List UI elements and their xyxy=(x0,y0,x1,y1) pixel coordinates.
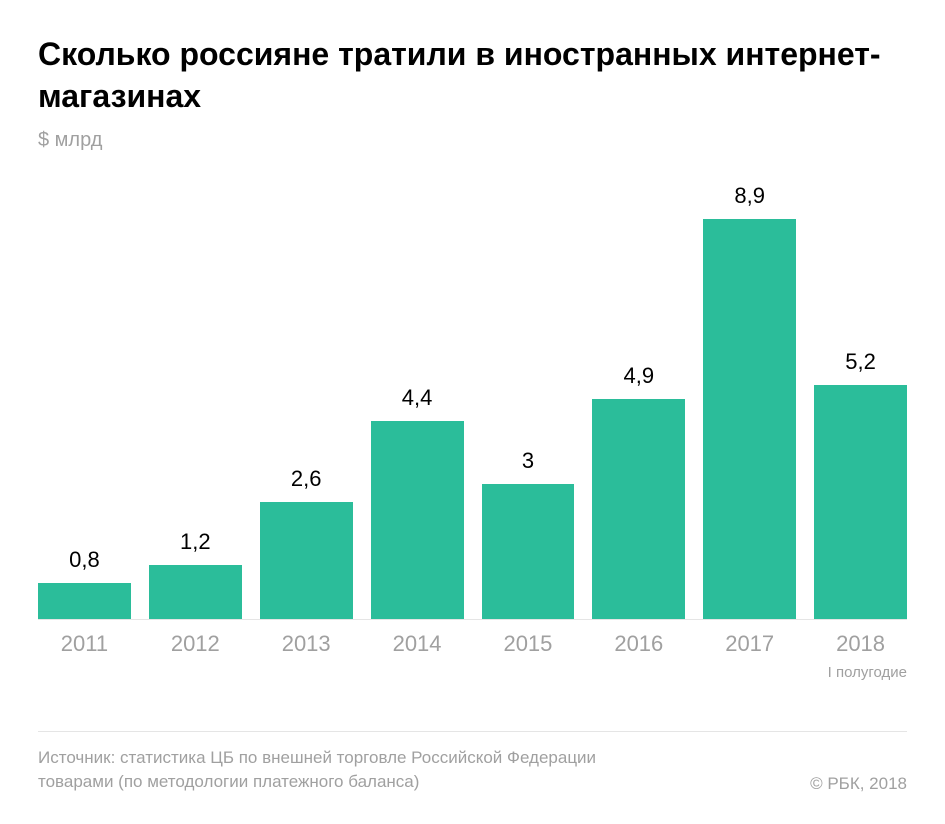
bar xyxy=(482,484,575,619)
bar-category-label: 2013 xyxy=(260,631,353,657)
bar-slot: 4,92016 xyxy=(592,180,685,619)
bar xyxy=(38,583,131,619)
chart-subtitle: $ млрд xyxy=(38,129,907,152)
bar-value-label: 4,4 xyxy=(402,385,433,411)
bar-slot: 32015 xyxy=(482,180,575,619)
bar-value-label: 2,6 xyxy=(291,466,322,492)
chart-area: 0,820111,220122,620134,42014320154,92016… xyxy=(38,180,907,700)
bar-category-label: 2016 xyxy=(592,631,685,657)
bar-value-label: 4,9 xyxy=(624,363,655,389)
bar xyxy=(592,399,685,619)
bar-category-label: 2014 xyxy=(371,631,464,657)
chart-plot: 0,820111,220122,620134,42014320154,92016… xyxy=(38,180,907,620)
bar-category-label: 2015 xyxy=(482,631,575,657)
bar-slot: 2,62013 xyxy=(260,180,353,619)
bar-category-label: 2011 xyxy=(38,631,131,657)
bar-slot: 5,22018I полугодие xyxy=(814,180,907,619)
bar xyxy=(814,385,907,619)
bar-value-label: 5,2 xyxy=(845,349,876,375)
bar-value-label: 1,2 xyxy=(180,529,211,555)
bar-category-label: 2012 xyxy=(149,631,242,657)
bar xyxy=(703,219,796,619)
chart-footer: Источник: статистика ЦБ по внешней торго… xyxy=(38,731,907,794)
bar-slot: 1,22012 xyxy=(149,180,242,619)
bar-slot: 8,92017 xyxy=(703,180,796,619)
bar-value-label: 3 xyxy=(522,448,534,474)
bar xyxy=(260,502,353,619)
source-text: Источник: статистика ЦБ по внешней торго… xyxy=(38,746,658,794)
bar-category-label: 2017 xyxy=(703,631,796,657)
bar-slot: 0,82011 xyxy=(38,180,131,619)
bar xyxy=(371,421,464,619)
bar-value-label: 0,8 xyxy=(69,547,100,573)
bar-slot: 4,42014 xyxy=(371,180,464,619)
bar-subcategory-label: I полугодие xyxy=(828,664,907,681)
copyright-text: © РБК, 2018 xyxy=(810,774,907,794)
bar xyxy=(149,565,242,619)
chart-title: Сколько россияне тратили в иностранных и… xyxy=(38,34,907,117)
bar-category-label: 2018 xyxy=(814,631,907,657)
bar-value-label: 8,9 xyxy=(734,183,765,209)
